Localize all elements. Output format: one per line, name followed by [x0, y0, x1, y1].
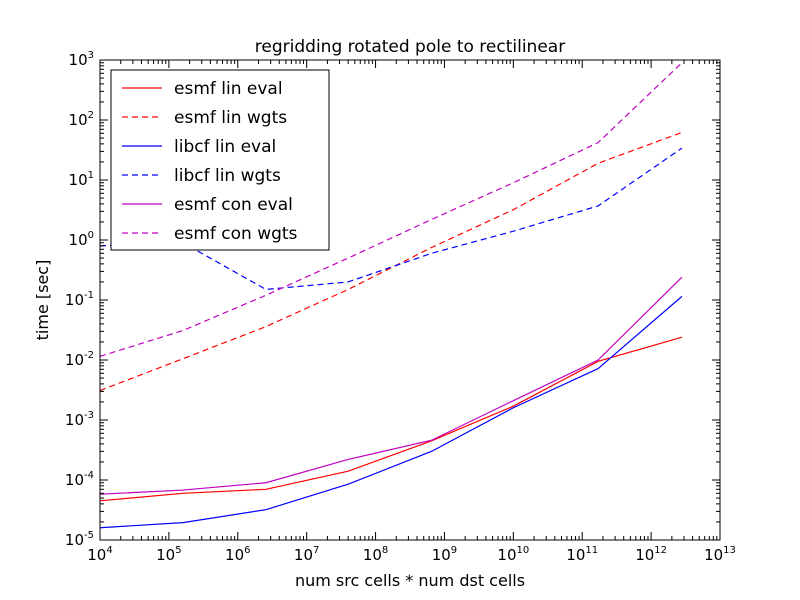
- legend-label: esmf con wgts: [174, 224, 298, 244]
- y-tick-label: 100: [69, 230, 94, 249]
- y-tick-label: 10-1: [65, 290, 94, 309]
- x-tick-label: 104: [87, 545, 112, 564]
- series-line-5: [100, 276, 683, 495]
- series-line-2: [100, 131, 683, 392]
- legend-label: libcf lin wgts: [174, 166, 281, 186]
- x-axis-label: num src cells * num dst cells: [295, 571, 525, 590]
- legend-box: [110, 69, 330, 251]
- x-tick-label: 105: [156, 545, 181, 564]
- series-line-3: [100, 295, 683, 529]
- y-tick-label: 10-3: [65, 410, 94, 429]
- x-tick-label: 108: [363, 545, 388, 564]
- x-tick-label: 106: [225, 545, 250, 564]
- y-tick-label: 10-5: [65, 530, 94, 549]
- series-layer: [100, 62, 683, 529]
- x-tick-label: 1010: [497, 545, 529, 564]
- legend-label: esmf lin eval: [174, 79, 283, 99]
- series-line-6: [100, 62, 683, 357]
- y-tick-label: 101: [69, 170, 94, 189]
- plot-frame: [99, 59, 721, 541]
- legend: esmf lin eval esmf lin wgts libcf lin eval…: [110, 69, 330, 251]
- series-line-4: [100, 147, 683, 291]
- legend-label: esmf con eval: [174, 195, 293, 215]
- x-tick-label: 109: [432, 545, 457, 564]
- x-tick-label: 1011: [566, 545, 598, 564]
- tick-labels-layer: 104 105 106 107 108 109 1010 1011 1012 1013 10-5 10…: [65, 50, 736, 564]
- y-tick-label: 10-4: [65, 470, 94, 489]
- x-tick-label: 1013: [704, 545, 736, 564]
- chart-title: regridding rotated pole to rectilinear: [255, 37, 565, 57]
- series-line-1: [100, 336, 683, 502]
- y-tick-label: 10-2: [65, 350, 94, 369]
- x-tick-label: 107: [294, 545, 319, 564]
- legend-label: esmf lin wgts: [174, 108, 287, 128]
- y-tick-label: 102: [69, 110, 94, 129]
- y-axis-label: time [sec]: [33, 260, 52, 341]
- legend-label: libcf lin eval: [174, 137, 276, 157]
- y-tick-label: 103: [69, 50, 94, 69]
- x-tick-label: 1012: [635, 545, 667, 564]
- ticks-layer: [99, 59, 721, 541]
